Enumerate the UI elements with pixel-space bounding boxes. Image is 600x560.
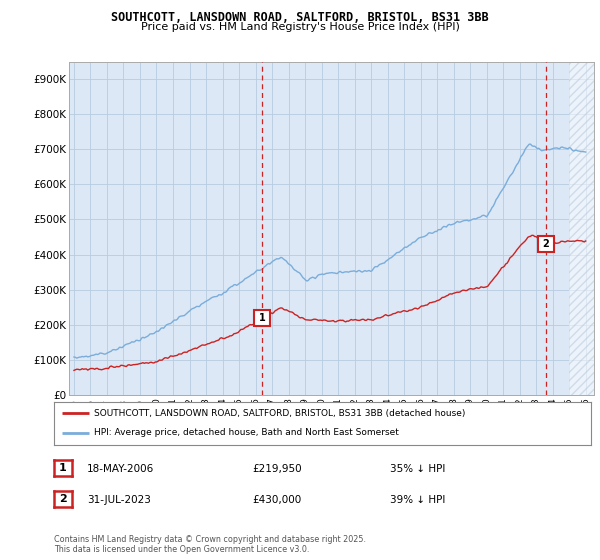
Text: 1: 1 [59,463,67,473]
Bar [569,62,600,395]
Text: 31-JUL-2023: 31-JUL-2023 [87,494,151,505]
Text: 1: 1 [259,312,265,323]
Text: SOUTHCOTT, LANSDOWN ROAD, SALTFORD, BRISTOL, BS31 3BB (detached house): SOUTHCOTT, LANSDOWN ROAD, SALTFORD, BRIS… [94,409,466,418]
Text: HPI: Average price, detached house, Bath and North East Somerset: HPI: Average price, detached house, Bath… [94,428,399,437]
Text: £219,950: £219,950 [252,464,302,474]
Text: 39% ↓ HPI: 39% ↓ HPI [390,494,445,505]
Text: Price paid vs. HM Land Registry's House Price Index (HPI): Price paid vs. HM Land Registry's House … [140,22,460,32]
Text: 2: 2 [59,494,67,504]
Bar [569,62,600,395]
Text: £430,000: £430,000 [252,494,301,505]
Text: 35% ↓ HPI: 35% ↓ HPI [390,464,445,474]
Text: Contains HM Land Registry data © Crown copyright and database right 2025.
This d: Contains HM Land Registry data © Crown c… [54,535,366,554]
Text: SOUTHCOTT, LANSDOWN ROAD, SALTFORD, BRISTOL, BS31 3BB: SOUTHCOTT, LANSDOWN ROAD, SALTFORD, BRIS… [111,11,489,24]
Text: 18-MAY-2006: 18-MAY-2006 [87,464,154,474]
Text: 2: 2 [542,239,549,249]
